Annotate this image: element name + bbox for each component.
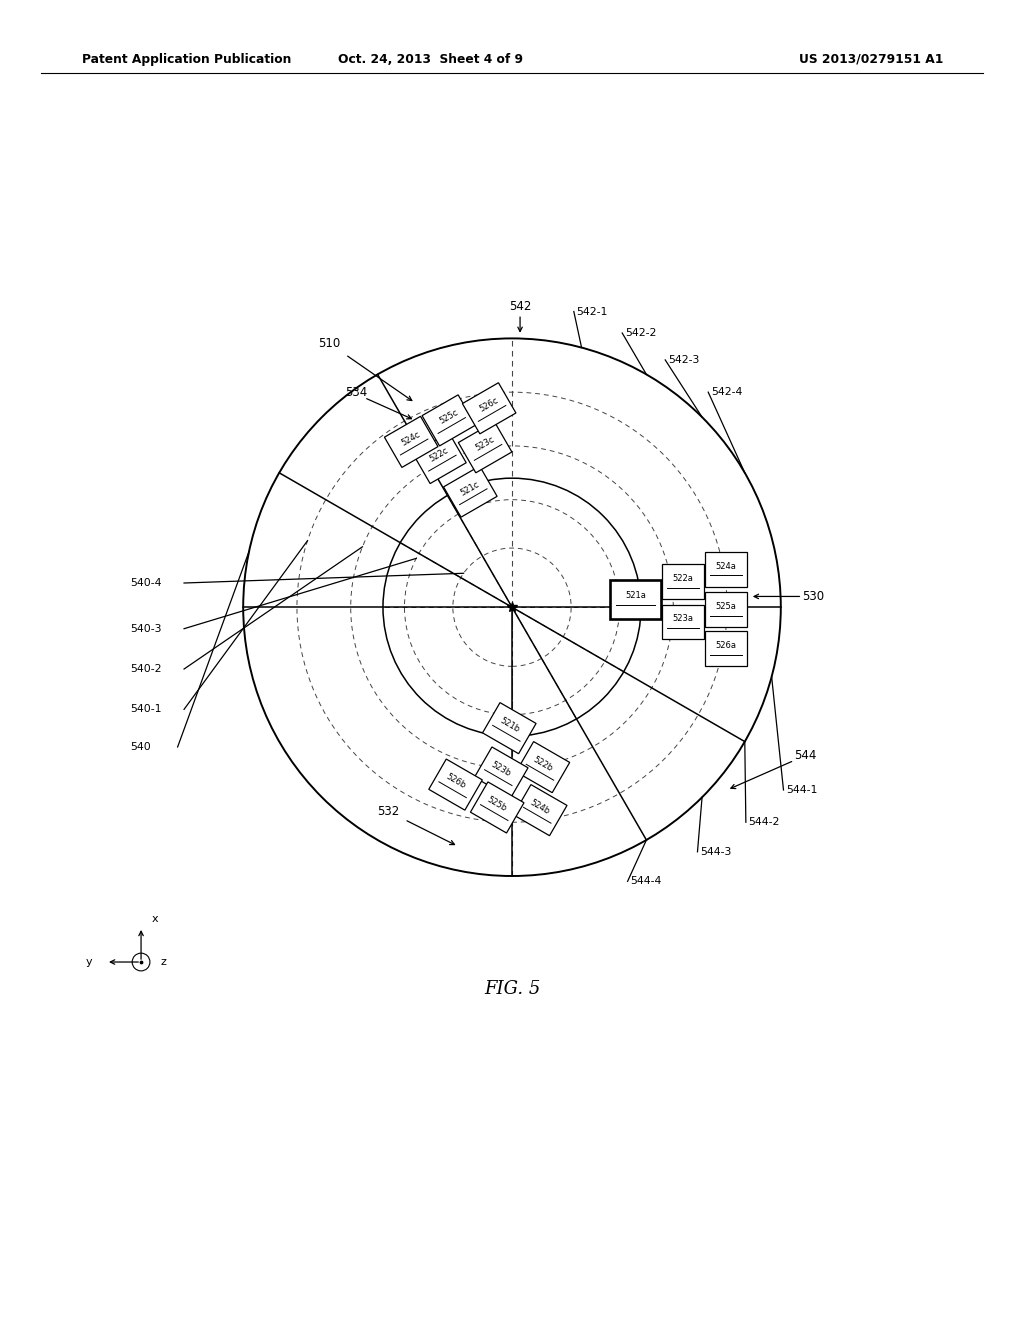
Bar <box>459 421 512 473</box>
Text: 521b: 521b <box>498 715 521 734</box>
Text: Oct. 24, 2013  Sheet 4 of 9: Oct. 24, 2013 Sheet 4 of 9 <box>338 53 522 66</box>
Text: z: z <box>161 957 167 968</box>
Text: 523b: 523b <box>489 760 513 779</box>
Text: 525a: 525a <box>715 602 736 611</box>
Text: 525c: 525c <box>437 408 460 426</box>
Text: 542-4: 542-4 <box>711 387 742 397</box>
Text: US 2013/0279151 A1: US 2013/0279151 A1 <box>799 53 943 66</box>
Text: 510: 510 <box>318 338 341 350</box>
Bar <box>463 383 516 434</box>
Bar <box>705 593 746 627</box>
Text: 521c: 521c <box>459 479 481 498</box>
Text: 544-1: 544-1 <box>786 785 817 795</box>
Text: 542-1: 542-1 <box>577 306 608 317</box>
Text: FIG. 5: FIG. 5 <box>483 979 541 998</box>
Text: 524b: 524b <box>528 797 552 816</box>
Text: 540-1: 540-1 <box>130 705 162 714</box>
Text: 526a: 526a <box>715 642 736 651</box>
Bar <box>513 784 567 836</box>
Text: 540-4: 540-4 <box>130 578 162 587</box>
Text: 542-2: 542-2 <box>625 329 656 338</box>
Text: 542-3: 542-3 <box>668 355 699 364</box>
Text: 524a: 524a <box>715 562 736 570</box>
Text: 540: 540 <box>130 742 152 752</box>
Text: 542: 542 <box>509 300 531 313</box>
Text: Patent Application Publication: Patent Application Publication <box>82 53 291 66</box>
Bar <box>474 747 528 799</box>
Bar <box>482 702 537 754</box>
Text: 523c: 523c <box>474 436 497 453</box>
Text: 540-2: 540-2 <box>130 664 162 675</box>
Text: 525b: 525b <box>485 795 509 813</box>
Bar <box>422 395 475 446</box>
Bar <box>705 631 746 667</box>
Text: 522c: 522c <box>428 446 451 463</box>
Bar <box>516 742 569 793</box>
Bar <box>443 466 497 517</box>
Text: 544: 544 <box>795 748 816 762</box>
Bar <box>705 552 746 587</box>
Text: 522b: 522b <box>531 755 554 774</box>
Text: 521a: 521a <box>626 591 646 601</box>
Text: 526c: 526c <box>478 396 501 414</box>
Text: 526b: 526b <box>444 772 467 791</box>
Text: y: y <box>86 957 93 968</box>
Bar <box>384 416 438 467</box>
Text: 544-4: 544-4 <box>631 876 662 886</box>
Bar <box>662 564 703 599</box>
Text: 524c: 524c <box>400 430 422 447</box>
Bar <box>610 579 662 619</box>
Text: 540-3: 540-3 <box>130 624 162 634</box>
Bar <box>413 433 466 483</box>
Text: 534: 534 <box>345 385 368 399</box>
Bar <box>470 781 524 833</box>
Text: 544-3: 544-3 <box>700 847 731 857</box>
Text: 523a: 523a <box>672 614 693 623</box>
Text: 522a: 522a <box>672 574 693 583</box>
Text: 544-2: 544-2 <box>749 817 780 828</box>
Bar <box>429 759 482 810</box>
Bar <box>662 605 703 639</box>
Text: 532: 532 <box>378 805 399 818</box>
Text: 530: 530 <box>803 590 824 603</box>
Text: x: x <box>152 915 158 924</box>
